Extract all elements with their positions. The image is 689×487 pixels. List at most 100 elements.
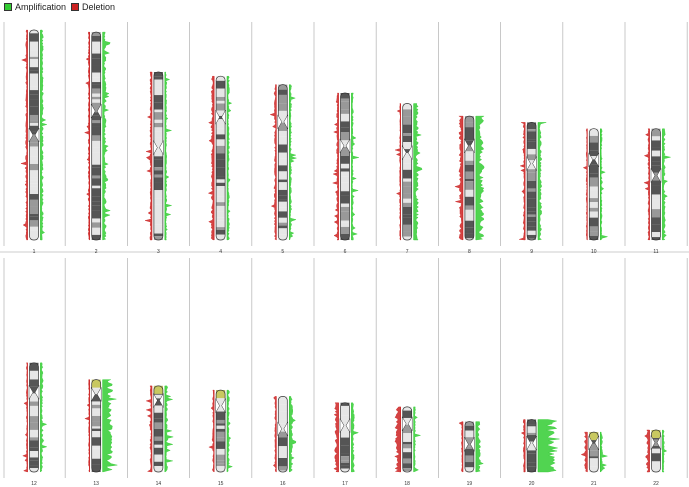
band [464,467,474,472]
band [527,453,537,463]
band [278,84,288,90]
band [589,198,599,203]
band [651,140,661,148]
band [278,396,288,400]
legend: Amplification Deletion [4,1,115,13]
band [216,217,226,221]
band [464,160,474,165]
band [153,156,163,160]
band [278,171,288,180]
band [340,206,350,212]
band [278,205,288,208]
band [527,441,537,451]
band [29,220,39,227]
chromosome-4: 4 [207,22,253,255]
satellite-stalk [153,385,163,394]
band [91,201,101,206]
band [402,163,412,170]
band [216,463,226,467]
band [29,431,39,438]
band [29,216,39,221]
band [278,136,288,145]
band [651,165,661,173]
band [153,418,163,423]
centromere [401,144,413,161]
deletion-profile [580,431,588,473]
band [153,224,163,227]
band [464,122,474,128]
chromosome-1: 1 [3,22,66,255]
centromere [650,167,662,184]
chromosome-outline [526,122,537,241]
band [91,107,101,113]
band [216,128,226,135]
band [91,41,101,51]
band [589,128,599,136]
band [216,425,226,429]
band [278,222,288,226]
band [402,202,412,207]
chromosome-6: 6 [332,22,377,255]
chromosome-outline [588,431,599,473]
band [464,127,474,135]
band [340,149,350,156]
band [29,401,39,406]
chromosome-16: 16 [272,258,315,487]
band [278,437,288,447]
band [464,151,474,155]
band [29,460,39,466]
deletion-profile [144,71,153,241]
band [29,41,39,51]
chromosome-10: 10 [582,22,626,255]
band [216,196,226,203]
band [216,134,226,140]
band [153,119,163,123]
band [651,199,661,204]
band [340,155,350,164]
amplification-profile [226,75,233,241]
band [527,426,537,433]
band [29,142,39,147]
satellite-stalk [216,390,226,399]
amplification-profile [351,92,359,241]
band [216,88,226,97]
band [29,214,39,217]
band [216,211,226,218]
deletion-profile [394,406,401,473]
band [29,416,39,423]
amplification-label: Amplification [15,2,67,12]
band [216,189,226,197]
band [340,98,350,102]
band [153,72,163,77]
band [278,165,288,172]
band [91,126,101,136]
band [402,149,412,153]
band [651,469,661,472]
band [340,402,350,406]
band [340,222,350,227]
band [527,198,537,208]
band [464,220,474,228]
band [91,167,101,176]
band [278,399,288,405]
band [464,181,474,190]
band [91,437,101,446]
band [651,136,661,141]
band [91,175,101,179]
band [91,115,101,121]
band [402,231,412,237]
band [278,144,288,153]
band [153,131,163,138]
band [153,204,163,213]
deletion-profile [84,379,90,473]
band [29,429,39,432]
band [91,82,101,85]
band [91,188,101,197]
band [589,173,599,178]
band [29,30,39,34]
centromere [339,417,351,434]
band [651,172,661,181]
band [216,411,226,420]
band [29,125,39,132]
